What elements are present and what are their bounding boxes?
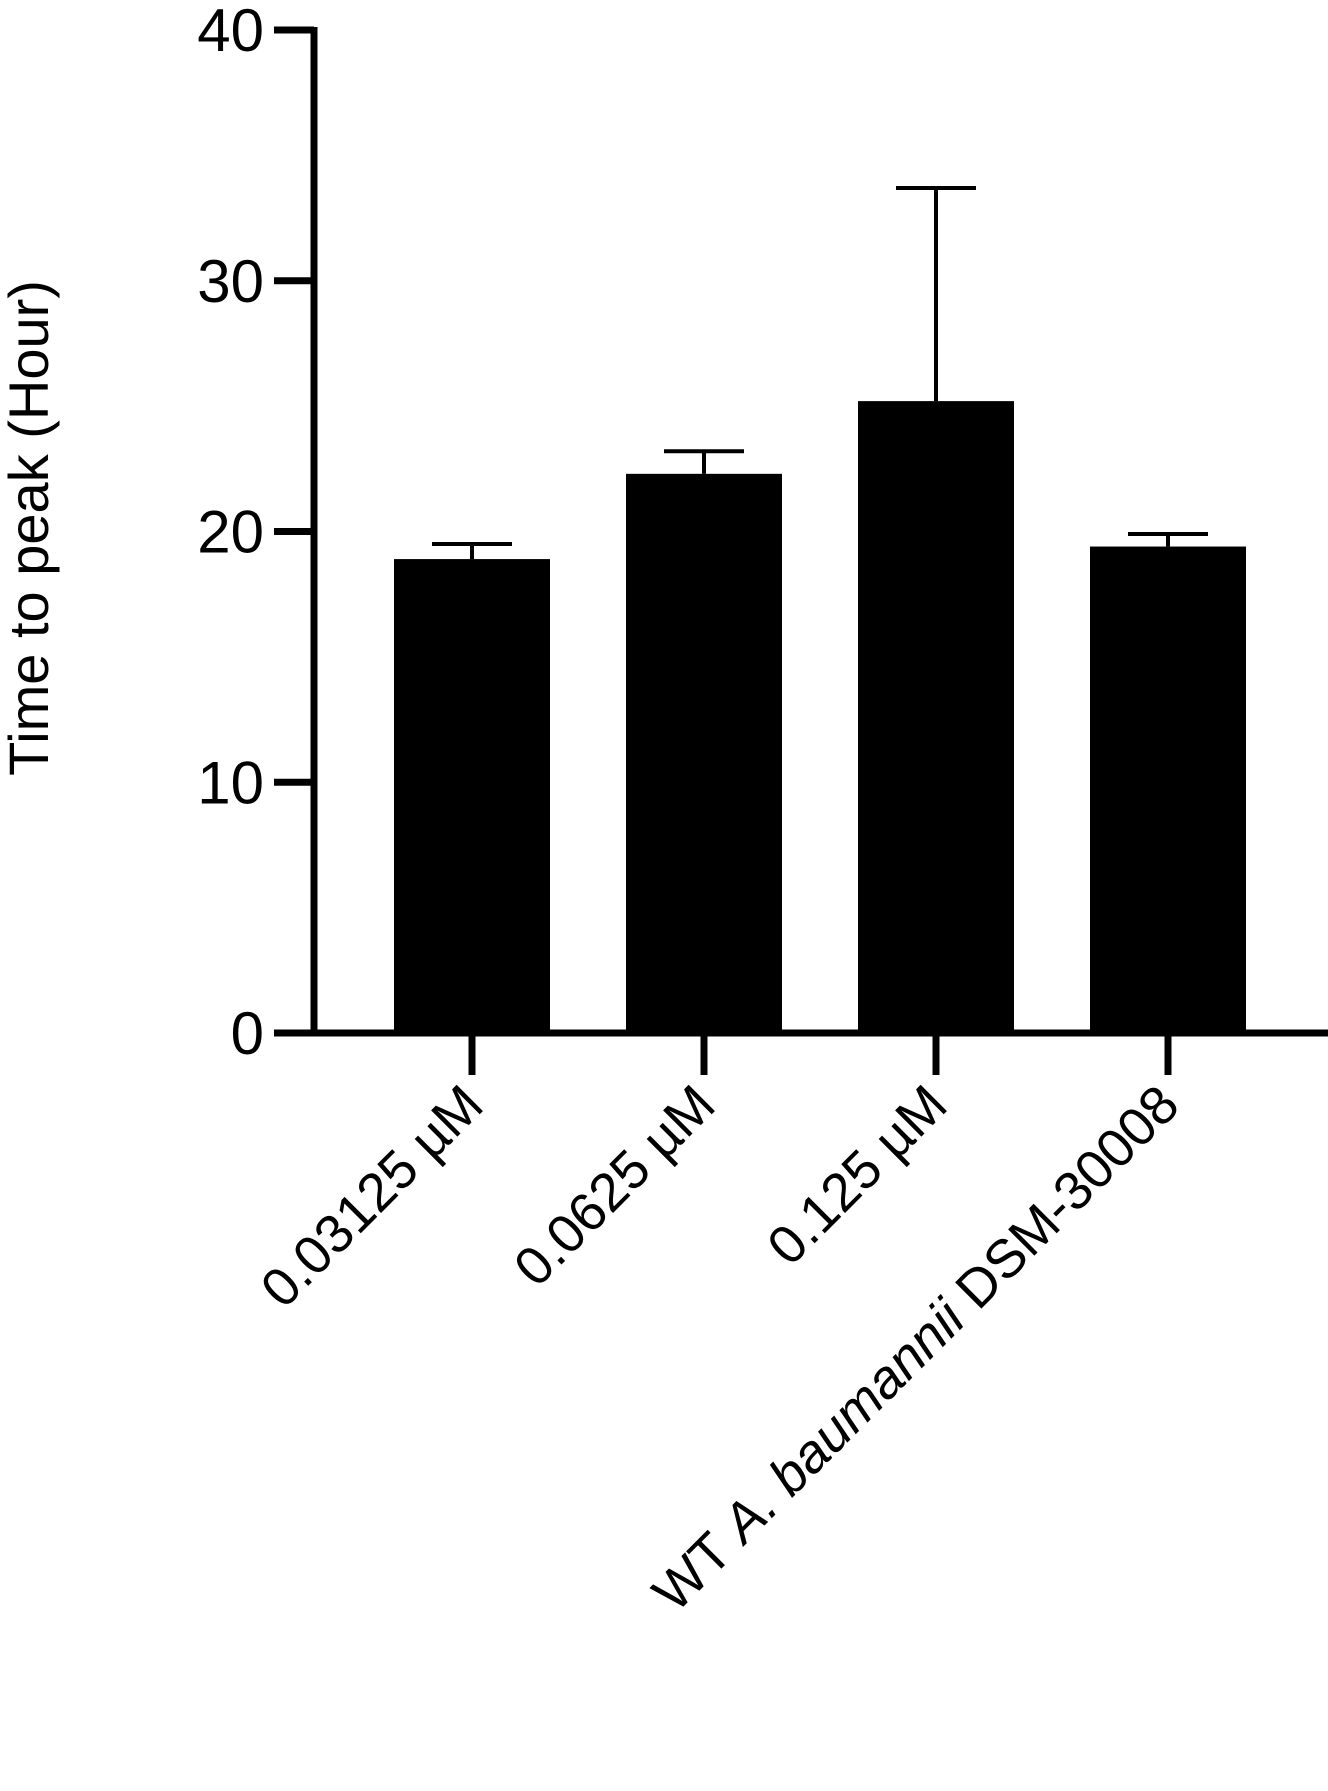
bars-group bbox=[394, 401, 1246, 1033]
x-tick-label-1-part-0: 0.0625 µM bbox=[503, 1074, 727, 1298]
error-bars-group bbox=[432, 185, 1208, 560]
y-tick-label-4: 40 bbox=[197, 0, 264, 64]
x-tick-label-1: 0.0625 µM bbox=[503, 1074, 727, 1298]
bar-0 bbox=[394, 559, 550, 1033]
y-tick-label-0: 0 bbox=[231, 1000, 264, 1067]
x-tick-label-0-part-0: 0.03125 µM bbox=[250, 1074, 495, 1319]
x-tick-label-0: 0.03125 µM bbox=[250, 1074, 495, 1319]
y-tick-label-3: 30 bbox=[197, 248, 264, 315]
x-tick-label-2: 0.125 µM bbox=[756, 1074, 958, 1276]
x-tick-label-3-part-1: A. baumannii bbox=[709, 1287, 978, 1556]
y-tick-label-1: 10 bbox=[197, 749, 264, 816]
bar-2 bbox=[858, 401, 1014, 1033]
y-tick-label-2: 20 bbox=[197, 499, 264, 566]
bar-1 bbox=[626, 473, 782, 1033]
x-tick-label-3-part-2: DSM-30008 bbox=[934, 1074, 1191, 1331]
y-axis-title: Time to peak (Hour) bbox=[0, 280, 60, 776]
bar-3 bbox=[1090, 546, 1246, 1033]
x-tick-label-2-part-0: 0.125 µM bbox=[756, 1074, 958, 1276]
y-axis: 0 10 20 30 40 bbox=[197, 0, 318, 1067]
